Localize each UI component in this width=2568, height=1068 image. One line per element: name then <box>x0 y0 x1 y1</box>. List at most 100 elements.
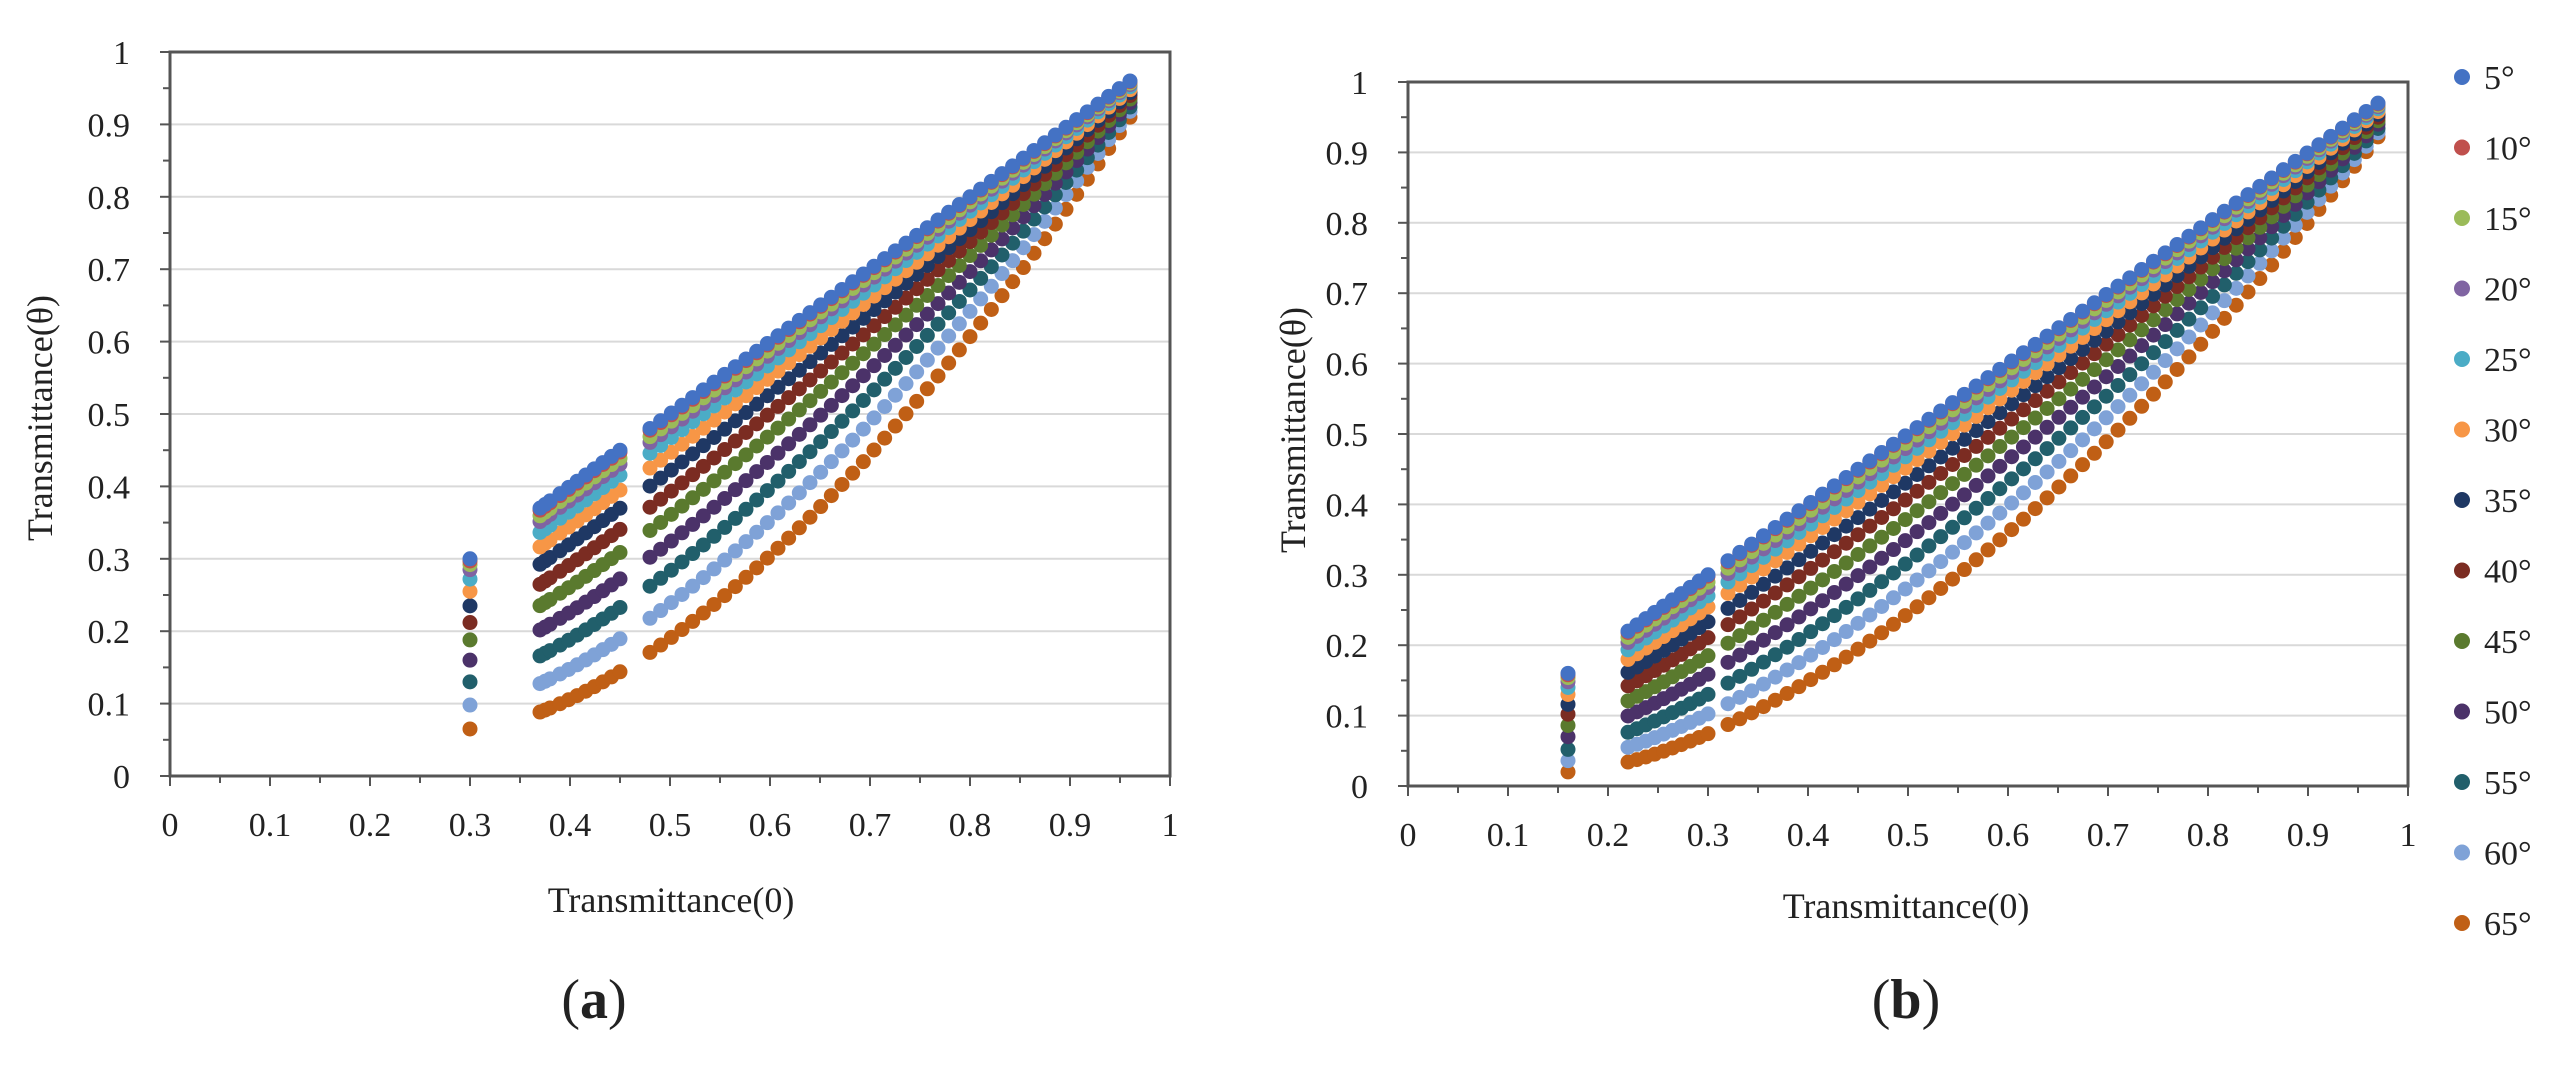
data-point <box>653 570 669 586</box>
data-point <box>2145 298 2161 314</box>
data-point <box>1767 585 1783 601</box>
data-point <box>834 281 850 297</box>
data-point <box>2027 336 2043 352</box>
data-point <box>1992 391 2008 407</box>
data-point <box>1803 494 1819 510</box>
data-point <box>781 371 797 387</box>
data-point <box>866 442 882 458</box>
data-point <box>1560 717 1576 733</box>
y-tick-label: 0.4 <box>1326 487 1369 524</box>
data-point <box>1732 609 1748 625</box>
data-point <box>834 388 850 404</box>
data-point <box>2004 522 2020 538</box>
legend-item: 15° <box>2454 201 2532 238</box>
data-point <box>1826 632 1842 648</box>
data-point <box>727 482 743 498</box>
y-tick-label: 0 <box>1351 769 1368 806</box>
data-point <box>1803 647 1819 663</box>
data-point <box>919 327 935 343</box>
data-point <box>2193 336 2209 352</box>
data-point <box>2051 374 2067 390</box>
x-tick-label: 0.9 <box>2287 817 2330 854</box>
x-tick-label: 0.9 <box>1049 807 1092 844</box>
x-tick-label: 0.1 <box>1487 817 1530 854</box>
data-point <box>1933 403 1949 419</box>
data-point <box>1791 536 1807 552</box>
data-point <box>642 445 658 461</box>
data-point <box>941 305 957 321</box>
data-point <box>855 392 871 408</box>
data-point <box>813 345 829 361</box>
data-point <box>1720 617 1736 633</box>
data-point <box>1850 591 1866 607</box>
data-point <box>2228 240 2244 256</box>
data-point <box>2169 341 2185 357</box>
data-point <box>2004 382 2020 398</box>
data-point <box>738 351 754 367</box>
data-point <box>1826 544 1842 560</box>
data-point <box>2252 178 2268 194</box>
data-point <box>855 421 871 437</box>
data-point <box>1791 552 1807 568</box>
data-point <box>1791 655 1807 671</box>
legend-item: 25° <box>2454 342 2532 379</box>
data-point <box>2240 268 2256 284</box>
data-point <box>1980 491 1996 507</box>
data-point <box>2098 388 2114 404</box>
data-point <box>685 516 701 532</box>
data-point <box>983 278 999 294</box>
data-point <box>1921 563 1937 579</box>
data-point <box>2145 253 2161 269</box>
data-point <box>1744 640 1760 656</box>
data-point <box>1909 420 1925 436</box>
x-axis-label-b: Transmittance(0) <box>1783 886 2030 926</box>
data-point <box>1945 456 1961 472</box>
data-point <box>1956 386 1972 402</box>
data-point <box>642 420 658 436</box>
data-point <box>1862 582 1878 598</box>
data-point <box>2110 327 2126 343</box>
data-point <box>2122 387 2138 403</box>
data-point <box>642 499 658 515</box>
data-point <box>2181 329 2197 345</box>
x-tick-label: 0.8 <box>2187 817 2230 854</box>
data-point <box>727 543 743 559</box>
data-point <box>1815 535 1831 551</box>
data-point <box>855 368 871 384</box>
data-point <box>462 721 478 737</box>
data-point <box>1803 624 1819 640</box>
data-point <box>2039 419 2055 435</box>
data-point <box>1815 519 1831 535</box>
data-point <box>1815 616 1831 632</box>
data-point <box>1968 423 1984 439</box>
data-point <box>2027 451 2043 467</box>
data-point <box>695 382 711 398</box>
y-tick-label: 0.1 <box>88 687 131 724</box>
data-point <box>1980 429 1996 445</box>
legend-item: 35° <box>2454 483 2532 520</box>
data-point <box>1560 753 1576 769</box>
data-point <box>2287 217 2303 233</box>
data-point <box>663 595 679 611</box>
data-point <box>1720 717 1736 733</box>
data-point <box>2228 297 2244 313</box>
data-point <box>1779 662 1795 678</box>
data-point <box>813 464 829 480</box>
data-point <box>802 417 818 433</box>
legend-marker <box>2454 774 2470 790</box>
data-point <box>685 546 701 562</box>
data-point <box>2098 336 2114 352</box>
data-point <box>951 197 967 213</box>
data-point <box>877 371 893 387</box>
data-point <box>642 644 658 660</box>
data-point <box>834 413 850 429</box>
data-point <box>1700 726 1716 742</box>
data-point <box>2004 471 2020 487</box>
data-point <box>2039 328 2055 344</box>
data-point <box>1047 127 1063 143</box>
data-point <box>2275 218 2291 234</box>
data-point <box>674 454 690 470</box>
data-point <box>1791 609 1807 625</box>
legend-item: 50° <box>2454 695 2532 732</box>
legend-marker <box>2454 210 2470 226</box>
